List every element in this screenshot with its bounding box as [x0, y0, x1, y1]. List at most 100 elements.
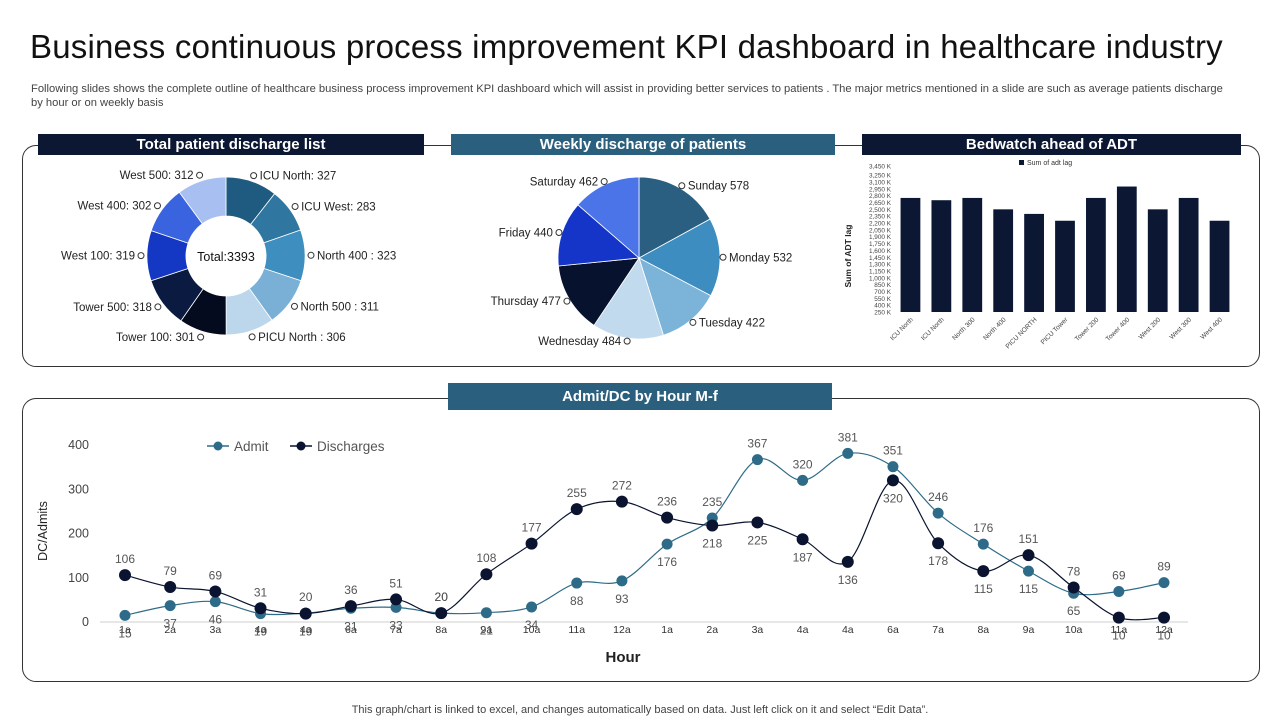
discharges-data-label: 79 [163, 564, 177, 578]
weekly-discharge-header: Weekly discharge of patients [451, 134, 835, 155]
admit-legend-label: Admit [234, 439, 269, 454]
discharges-data-label: 108 [476, 551, 496, 565]
discharges-data-label: 10 [1112, 629, 1126, 643]
discharges-data-label: 69 [209, 568, 223, 582]
weekly-pie-slice-label: Tuesday 422 [699, 317, 765, 329]
discharge-donut-leader-dot [290, 302, 298, 310]
discharges-point [1067, 581, 1080, 594]
admit-point [209, 596, 221, 608]
discharges-point [615, 495, 628, 508]
discharges-data-label: 178 [928, 554, 948, 568]
admit-data-label: 31 [344, 619, 358, 633]
weekly-pie-leader-dot [719, 253, 727, 261]
bar-y-axis-title: Sum of ADT lag [843, 225, 853, 288]
bar-y-tick-label: 2,950 K [869, 186, 892, 193]
bedwatch-header: Bedwatch ahead of ADT [862, 134, 1241, 155]
discharges-data-label: 136 [838, 573, 858, 587]
admit-data-label: 235 [702, 495, 722, 509]
discharge-donut-leader-dot [196, 171, 204, 179]
weekly-pie-slice-label: Wednesday 484 [538, 336, 622, 348]
admit-data-label: 89 [1157, 560, 1171, 574]
admit-point [797, 474, 809, 486]
admit-data-label: 115 [1019, 582, 1038, 596]
discharges-data-label: 51 [389, 576, 403, 590]
discharges-data-label: 218 [702, 537, 722, 551]
line-x-tick-label: 4a [797, 624, 809, 636]
bar-x-tick-label: North 300 [951, 316, 977, 342]
bar-x-tick-label: West 300 [1168, 316, 1193, 341]
discharges-data-label: 10 [1157, 629, 1171, 643]
discharge-list-header: Total patient discharge list [38, 134, 424, 155]
line-x-axis-title: Hour [606, 649, 641, 666]
admit-data-label: 20 [299, 590, 313, 604]
admit-point [751, 454, 763, 466]
donut-center-label: Total:3393 [197, 250, 255, 264]
discharges-point [525, 537, 538, 550]
admit-data-label: 93 [615, 592, 629, 606]
admit-point [1022, 565, 1034, 577]
bar-y-tick-label: 2,200 K [869, 221, 892, 228]
weekly-pie-slice-label: Sunday 578 [688, 181, 749, 193]
weekly-pie-slice-label: Friday 440 [499, 227, 553, 239]
line-x-tick-label: 7a [932, 624, 944, 636]
bar-y-tick-label: 1,900 K [869, 234, 892, 241]
discharge-donut-leader-dot [197, 333, 205, 341]
discharges-point [977, 565, 990, 578]
bar-x-tick-label: Tower 400 [1105, 316, 1132, 343]
discharges-point [751, 516, 764, 529]
admit-data-label: 46 [209, 613, 223, 627]
discharges-point [1112, 611, 1125, 624]
admit-data-label: 176 [657, 555, 677, 569]
line-x-tick-label: 10a [1065, 624, 1083, 636]
discharge-donut-slice-label: North 400 : 323 [317, 250, 396, 262]
bar-legend-swatch [1019, 160, 1024, 165]
adt-bar [1086, 197, 1106, 312]
admit-data-label: 20 [435, 590, 449, 604]
discharge-donut-slice-label: ICU North: 327 [260, 171, 337, 183]
line-x-tick-label: 6a [345, 624, 357, 636]
discharges-point [1158, 611, 1170, 624]
line-x-tick-label: 7a [390, 624, 402, 636]
admit-data-label: 21 [480, 624, 494, 638]
admit-point [932, 507, 944, 519]
admit-point [842, 447, 854, 459]
line-x-tick-label: 1a [661, 624, 673, 636]
admit-data-label: 367 [747, 437, 767, 451]
admit-data-label: 33 [389, 618, 403, 632]
discharges-point [886, 474, 899, 487]
admit-point [164, 600, 176, 612]
line-x-tick-label: 11a [568, 624, 585, 636]
admit-data-label: 34 [525, 618, 539, 632]
line-x-tick-label: 9a [481, 624, 493, 636]
discharge-donut-slice-label: West 400: 302 [78, 201, 152, 213]
bar-y-tick-label: 1,150 K [869, 268, 892, 275]
bar-y-tick-label: 400 K [874, 303, 891, 310]
discharges-point [435, 607, 448, 620]
discharges-data-label: 177 [522, 521, 542, 535]
admit-data-label: 37 [163, 617, 177, 631]
bar-x-tick-label: PICU NORTH [1005, 316, 1039, 350]
discharge-donut-slice-label: Tower 100: 301 [116, 332, 195, 344]
admit-data-label: 65 [1067, 604, 1081, 618]
line-x-tick-label: 10a [523, 624, 541, 636]
discharges-data-label: 255 [567, 486, 587, 500]
bar-x-tick-label: ICU North [920, 316, 946, 342]
adt-bar [1116, 186, 1137, 312]
weekly-pie-slice-label: Thursday 477 [491, 296, 561, 308]
line-x-tick-label: 6a [887, 624, 899, 636]
line-x-tick-label: 12a [1155, 624, 1173, 636]
line-x-tick-label: 2a [706, 624, 718, 636]
admit-data-label: 88 [570, 594, 584, 608]
admit-legend-marker [213, 441, 223, 451]
bar-y-tick-label: 2,350 K [869, 214, 892, 221]
line-x-tick-label: 8a [977, 624, 989, 636]
adt-bar [900, 197, 921, 312]
weekly-pie-slice-label: Saturday 462 [530, 177, 598, 189]
discharge-donut-slice-label: North 500 : 311 [300, 301, 378, 313]
admit-point [571, 577, 583, 589]
discharges-data-label: 225 [747, 533, 767, 547]
discharges-data-label: 78 [1067, 564, 1081, 578]
discharges-data-label: 272 [612, 479, 632, 493]
bar-y-tick-label: 2,650 K [869, 200, 892, 207]
